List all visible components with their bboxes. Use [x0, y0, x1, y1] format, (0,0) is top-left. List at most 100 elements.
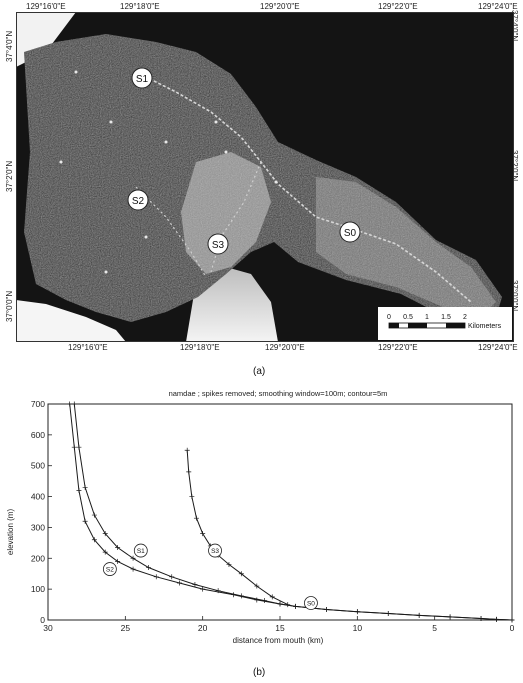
data-point-marker	[285, 602, 291, 608]
x-tick-label: 30	[43, 623, 53, 633]
data-point-marker	[478, 615, 484, 621]
caption-a: (a)	[253, 366, 266, 377]
series-line-s2	[69, 403, 513, 621]
scale-unit: Kilometers	[468, 323, 502, 330]
lat-tick-left: 37°2'0"N	[5, 160, 14, 192]
annotation-label: S3	[211, 548, 219, 555]
data-point-marker	[447, 614, 453, 620]
y-tick-label: 200	[31, 553, 45, 563]
data-point-marker	[416, 612, 422, 618]
data-point-marker	[115, 544, 121, 550]
data-point-marker	[146, 565, 152, 571]
lon-tick-top: 129°22'0"E	[378, 2, 418, 11]
annotation-circle	[304, 596, 318, 610]
data-point-marker	[193, 515, 199, 521]
annotation-label: S1	[137, 548, 145, 555]
x-tick-label: 25	[121, 623, 131, 633]
relief-map: S1 S2 S3 S0 0 0.5 1 1.5 2 Kilometers	[16, 12, 514, 342]
data-point-marker	[67, 401, 73, 407]
x-axis-label: distance from mouth (km)	[233, 636, 324, 645]
data-point-marker	[130, 566, 136, 572]
y-axis-label: elevation (m)	[6, 509, 15, 556]
y-tick-label: 600	[31, 430, 45, 440]
data-point-marker	[509, 617, 515, 623]
elevation-profile-chart: namdae ; spikes removed; smoothing windo…	[6, 389, 515, 645]
site-marker-s1: S1	[131, 67, 153, 89]
data-point-marker	[292, 603, 298, 609]
site-label: S3	[212, 240, 225, 251]
y-tick-label: 100	[31, 584, 45, 594]
scale-tick: 2	[463, 314, 467, 321]
site-label: S1	[136, 74, 149, 85]
lon-tick-bottom: 129°24'0"E	[478, 343, 518, 352]
caption-b: (b)	[253, 667, 266, 678]
data-point-marker	[231, 592, 237, 598]
scale-tick: 1	[425, 314, 429, 321]
lon-tick-bottom: 129°22'0"E	[378, 343, 418, 352]
scale-tick: 0	[387, 314, 391, 321]
data-point-marker	[192, 582, 198, 588]
lon-tick-bottom: 129°18'0"E	[180, 343, 220, 352]
data-point-marker	[71, 401, 77, 407]
data-point-marker	[91, 512, 97, 518]
data-point-marker	[76, 444, 82, 450]
lat-tick-left: 37°0'0"N	[5, 290, 14, 322]
data-point-marker	[71, 444, 77, 450]
lon-tick-top: 129°18'0"E	[120, 2, 160, 11]
scale-tick: 1.5	[441, 314, 451, 321]
data-point-marker	[200, 586, 206, 592]
data-point-marker	[238, 571, 244, 577]
lon-tick-bottom: 129°16'0"E	[68, 343, 108, 352]
data-point-marker	[494, 616, 500, 622]
data-point-marker	[277, 601, 283, 607]
data-point-marker	[130, 555, 136, 561]
y-tick-label: 0	[40, 615, 45, 625]
data-point-marker	[254, 583, 260, 589]
data-point-marker	[189, 494, 195, 500]
data-point-marker	[169, 574, 175, 580]
site-label: S2	[132, 196, 145, 207]
annotation-label: S2	[106, 567, 114, 574]
data-point-marker	[184, 447, 190, 453]
lon-tick-top: 129°24'0"E	[478, 2, 518, 11]
series-line-s1	[73, 403, 513, 621]
scale-bar: 0 0.5 1 1.5 2 Kilometers	[378, 307, 512, 340]
y-tick-label: 500	[31, 461, 45, 471]
lon-tick-top: 129°20'0"E	[260, 2, 300, 11]
annotation-circle	[133, 543, 148, 558]
data-point-marker	[82, 484, 88, 490]
y-tick-label: 300	[31, 522, 45, 532]
series-line-s3	[186, 450, 288, 606]
x-tick-label: 5	[432, 623, 437, 633]
data-point-marker	[354, 609, 360, 615]
data-point-marker	[102, 531, 108, 537]
data-point-marker	[323, 607, 329, 613]
x-tick-label: 0	[510, 623, 515, 633]
annotation-circle	[102, 562, 117, 576]
y-tick-label: 400	[31, 492, 45, 502]
lat-tick-left: 37°4'0"N	[5, 30, 14, 62]
site-label: S0	[344, 228, 357, 239]
data-point-marker	[385, 611, 391, 617]
lon-tick-bottom: 129°20'0"E	[265, 343, 305, 352]
site-marker-s0: S0	[339, 221, 361, 243]
data-point-marker	[186, 469, 192, 475]
annotation-label: S0	[307, 601, 315, 608]
site-marker-s3: S3	[207, 233, 229, 255]
data-point-marker	[176, 580, 182, 586]
data-point-marker	[153, 574, 159, 580]
chart-title: namdae ; spikes removed; smoothing windo…	[169, 389, 388, 398]
data-point-marker	[76, 487, 82, 493]
data-point-marker	[82, 518, 88, 524]
data-point-marker	[254, 597, 260, 603]
plot-frame	[47, 403, 513, 621]
data-point-marker	[226, 561, 232, 567]
data-point-marker	[200, 531, 206, 537]
annotation-circle	[208, 543, 222, 558]
lon-tick-top: 129°16'0"E	[26, 2, 66, 11]
x-tick-label: 15	[275, 623, 285, 633]
data-point-marker	[91, 537, 97, 543]
x-tick-label: 10	[353, 623, 363, 633]
data-point-marker	[269, 594, 275, 600]
scale-tick: 0.5	[403, 314, 413, 321]
